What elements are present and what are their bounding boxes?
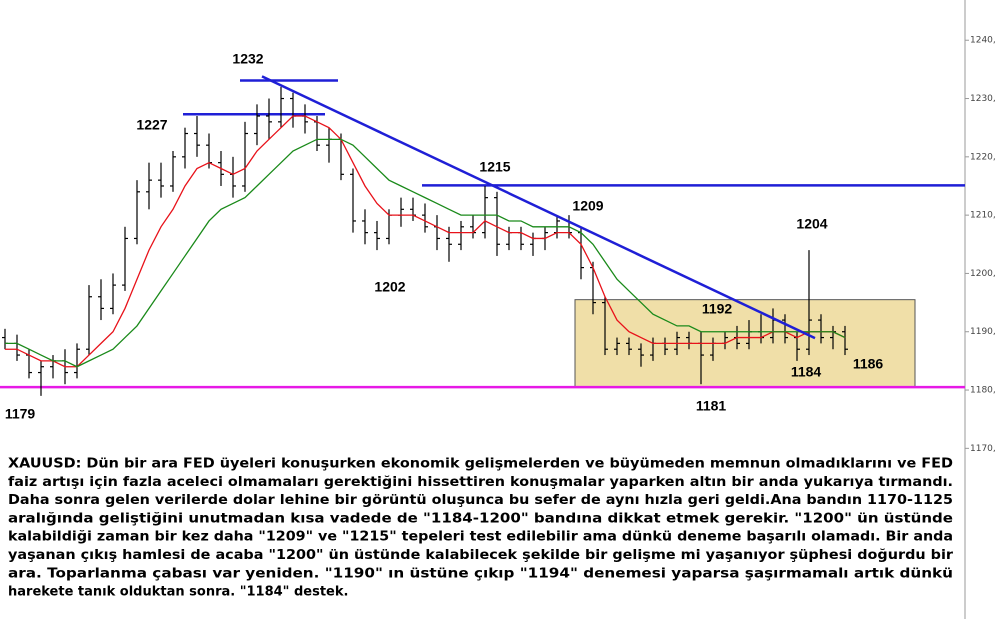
price-annotation: 1209 [572, 198, 603, 214]
caption-line: harekete tanık olduktan sonra. "1184" de… [8, 585, 348, 600]
y-tick-label: 1180, [970, 386, 996, 396]
price-annotation: 1186 [853, 356, 884, 372]
y-tick-label: 1240, [970, 36, 996, 46]
price-annotation: 1184 [791, 364, 822, 380]
y-tick-label: 1170, [970, 444, 996, 454]
y-tick-label: 1220, [970, 152, 996, 162]
price-annotation: 1232 [232, 51, 263, 67]
caption-line: ara. Toparlanma çabası var yeniden. "119… [8, 566, 953, 581]
caption-line: XAUUSD: Dün bir ara FED üyeleri konuşurk… [8, 457, 953, 472]
price-annotation: 1202 [374, 279, 405, 295]
price-annotation: 1181 [696, 398, 727, 414]
y-tick-label: 1230, [970, 94, 996, 104]
price-annotation: 1192 [702, 301, 733, 317]
caption-line: kalabildiği zaman bir kez daha "1209" ve… [8, 530, 953, 545]
price-annotation: 1204 [796, 216, 827, 232]
range-box [574, 299, 916, 388]
moving-average [5, 115, 846, 368]
y-tick-label: 1190, [970, 327, 996, 337]
moving-average [5, 138, 846, 368]
caption-line: Daha sonra gelen verilerde dolar lehine … [8, 493, 953, 508]
price-annotation: 1215 [479, 159, 510, 175]
caption-line: aralığında geliştiğini unutmadan kısa va… [8, 511, 953, 526]
y-tick-label: 1210, [970, 211, 996, 221]
caption-line: faiz artışı için fazla aceleci olmamalar… [8, 475, 953, 490]
y-tick-label: 1200, [970, 269, 996, 279]
price-annotation: 1227 [136, 117, 167, 133]
trend-line [261, 75, 816, 340]
caption-line: yaşanan çıkış hamlesi de acaba "1200" ün… [8, 548, 954, 563]
price-annotation: 1179 [5, 406, 36, 422]
